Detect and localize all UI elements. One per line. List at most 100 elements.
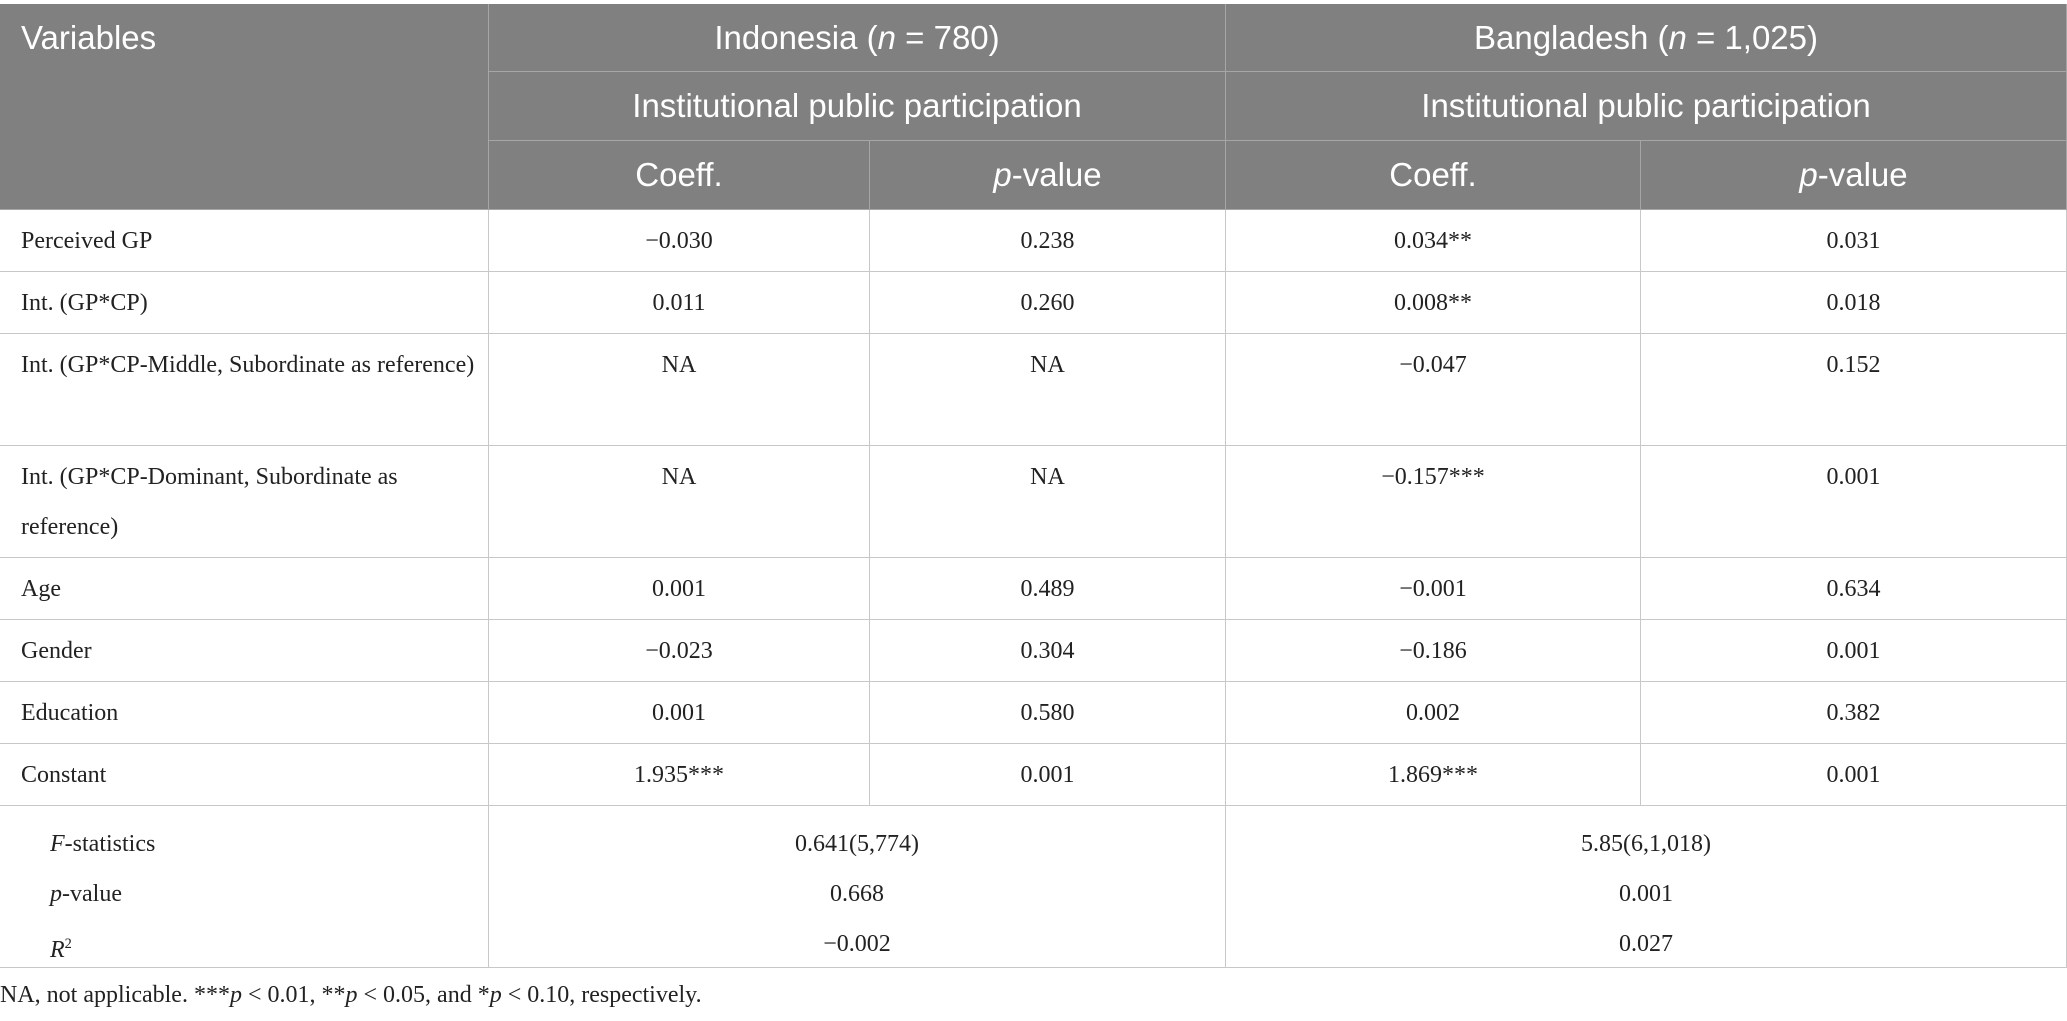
table-cell: −0.047: [1226, 334, 1641, 446]
header-cell: p-value: [870, 141, 1226, 210]
row-label: Int. (GP*CP): [0, 272, 489, 334]
row-label: Constant: [0, 744, 489, 806]
text: 0.001: [652, 576, 706, 602]
table-cell: 0.031: [1641, 210, 2067, 272]
table-cell: 0.580: [870, 682, 1226, 744]
row-label: Gender: [0, 620, 489, 682]
text: NA: [661, 352, 697, 378]
text: p: [50, 881, 62, 907]
table-cell: −0.186: [1226, 620, 1641, 682]
text: n: [1668, 19, 1687, 56]
text: Bangladesh (: [1473, 19, 1669, 56]
text: −0.030: [645, 228, 713, 254]
text: 0.001: [1826, 464, 1881, 490]
text: = 780): [895, 19, 1000, 56]
text: Coeff.: [1389, 156, 1477, 193]
text: Int. (GP*CP-Middle, Subordinate as refer…: [21, 352, 475, 378]
text: 5.85(6,1,018): [1581, 831, 1711, 857]
text: 1.935***: [634, 762, 724, 788]
text: -value: [1011, 156, 1102, 193]
table-cell: 0.001: [1641, 744, 2067, 806]
text: p: [345, 982, 358, 1008]
text: p: [229, 982, 242, 1008]
text: 0.034**: [1394, 228, 1472, 254]
text: 0.001: [1826, 638, 1881, 664]
table-cell: 0.634: [1641, 558, 2067, 620]
table-cell: NA: [870, 334, 1226, 446]
header-cell: Variables: [0, 4, 489, 210]
text: Int. (GP*CP): [21, 290, 148, 316]
table-cell: −0.157***: [1226, 446, 1641, 558]
stats-indonesia: 0.641(5,774) 0.668 −0.002: [489, 806, 1226, 968]
text: R: [50, 937, 65, 963]
row-label: Int. (GP*CP-Dominant, Subordinate as ref…: [0, 446, 489, 558]
table-cell: 0.152: [1641, 334, 2067, 446]
table-cell: 0.304: [870, 620, 1226, 682]
text: p: [1799, 156, 1818, 193]
table-cell: 0.008**: [1226, 272, 1641, 334]
text: 0.002: [1406, 700, 1460, 726]
text: NA: [1030, 464, 1065, 490]
text: 0.031: [1826, 228, 1881, 254]
table-cell: NA: [489, 334, 870, 446]
text: p: [993, 156, 1012, 193]
text: -value: [62, 881, 122, 907]
table-cell: 0.034**: [1226, 210, 1641, 272]
text: 0.238: [1020, 228, 1075, 254]
table-cell: 0.001: [1641, 620, 2067, 682]
table-cell: −0.023: [489, 620, 870, 682]
text: < 0.10, respectively.: [501, 982, 702, 1008]
table-cell: 0.001: [1641, 446, 2067, 558]
table-cell: 0.001: [489, 682, 870, 744]
row-label: Perceived GP: [0, 210, 489, 272]
header-cell: Bangladesh (n = 1,025): [1226, 4, 2067, 72]
text: 0.001: [1619, 881, 1673, 907]
stat-label: R2: [50, 919, 488, 975]
text: F: [50, 831, 65, 857]
text: n: [877, 19, 896, 56]
text: NA, not applicable. ***: [0, 982, 230, 1008]
header-cell: Institutional public participation: [489, 72, 1226, 141]
text: Int. (GP*CP-Dominant, Subordinate as ref…: [21, 464, 398, 540]
header-cell: Institutional public participation: [1226, 72, 2067, 141]
stat-label: F-statistics: [50, 819, 488, 869]
row-label: Int. (GP*CP-Middle, Subordinate as refer…: [0, 334, 489, 446]
table-cell: 1.869***: [1226, 744, 1641, 806]
table-cell: −0.001: [1226, 558, 1641, 620]
text: Age: [21, 576, 61, 602]
header-cell: Indonesia (n = 780): [489, 4, 1226, 72]
stat-label: p-value: [50, 869, 488, 919]
table-cell: 0.002: [1226, 682, 1641, 744]
text: 0.001: [1826, 762, 1881, 788]
text: 0.152: [1826, 352, 1881, 378]
text: Gender: [21, 638, 92, 664]
text: < 0.05, and *: [357, 982, 490, 1008]
text: −0.047: [1399, 352, 1467, 378]
table-cell: 0.001: [489, 558, 870, 620]
header-cell: Coeff.: [489, 141, 870, 210]
text: 0.027: [1619, 931, 1673, 957]
text: 0.304: [1020, 638, 1075, 664]
text: 0.634: [1826, 576, 1881, 602]
table-cell: 1.935***: [489, 744, 870, 806]
text: 0.641(5,774): [795, 831, 919, 857]
text: 0.001: [652, 700, 706, 726]
text: 0.260: [1020, 290, 1075, 316]
stats-labels: F-statistics p-value R2: [0, 806, 489, 968]
header-cell: Coeff.: [1226, 141, 1641, 210]
text: −0.157***: [1381, 464, 1485, 490]
text: -value: [1817, 156, 1908, 193]
table-cell: 0.238: [870, 210, 1226, 272]
text: 0.580: [1020, 700, 1075, 726]
text: −0.186: [1399, 638, 1467, 664]
text: 0.001: [1020, 762, 1075, 788]
text: NA: [661, 464, 697, 490]
text: Coeff.: [635, 156, 723, 193]
text: 0.489: [1020, 576, 1075, 602]
text: < 0.01, **: [241, 982, 346, 1008]
text: Constant: [21, 762, 107, 788]
text: Institutional public participation: [1421, 87, 1871, 124]
text: Variables: [21, 19, 157, 56]
table-cell: 0.260: [870, 272, 1226, 334]
row-label: Education: [0, 682, 489, 744]
